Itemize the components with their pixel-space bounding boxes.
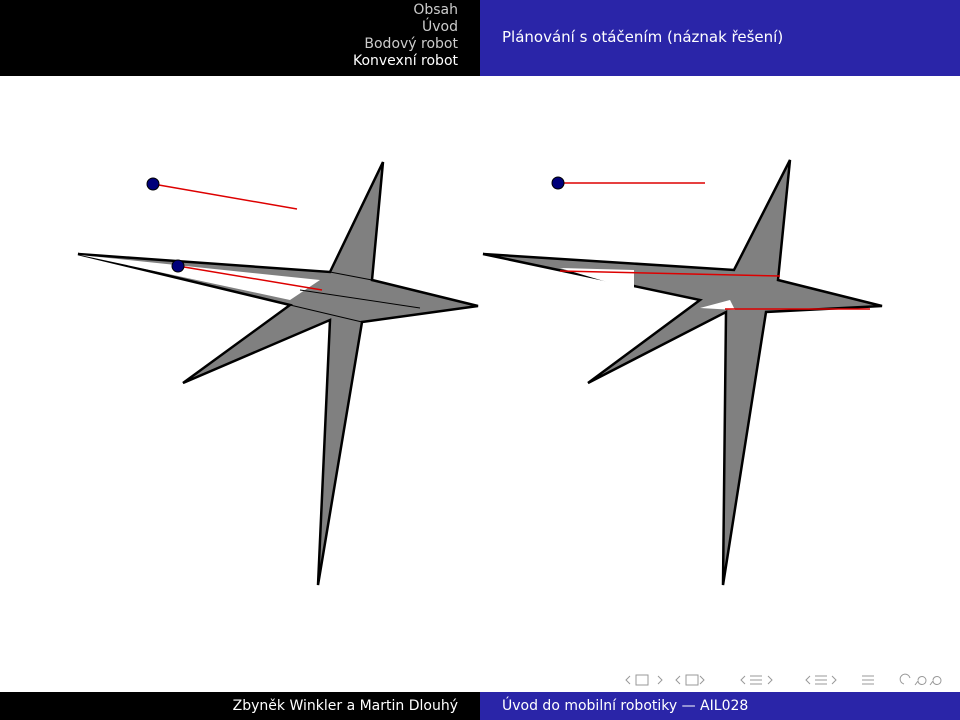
path-line <box>559 270 781 277</box>
gap <box>700 300 735 310</box>
path-line <box>177 265 323 291</box>
robot-shape <box>482 159 883 586</box>
footer-authors: Zbyněk Winkler a Martin Dlouhý <box>0 692 480 720</box>
gap <box>80 255 320 300</box>
nav-item[interactable]: Bodový robot <box>364 36 458 52</box>
footer-title: Úvod do mobilní robotiky — AIL028 <box>480 692 960 720</box>
star-left <box>77 161 479 586</box>
edge <box>289 304 363 323</box>
edge <box>299 289 421 309</box>
robot-shape <box>77 161 479 586</box>
nav-item[interactable]: Úvod <box>422 19 458 35</box>
path-line <box>152 183 298 210</box>
star-right <box>482 159 883 586</box>
robot-point <box>171 259 185 273</box>
nav-item[interactable]: Obsah <box>413 2 458 18</box>
gap <box>560 268 634 290</box>
nav-item[interactable]: Konvexní robot <box>352 53 458 69</box>
robot-point <box>146 177 160 191</box>
robot-point <box>551 176 565 190</box>
frame-title: Plánování s otáčením (náznak řešení) <box>480 0 960 76</box>
figure <box>77 159 942 686</box>
beamer-nav-symbols[interactable] <box>625 673 942 686</box>
edge <box>329 271 373 281</box>
section-nav: Obsah Úvod Bodový robot Konvexní robot <box>0 0 480 76</box>
